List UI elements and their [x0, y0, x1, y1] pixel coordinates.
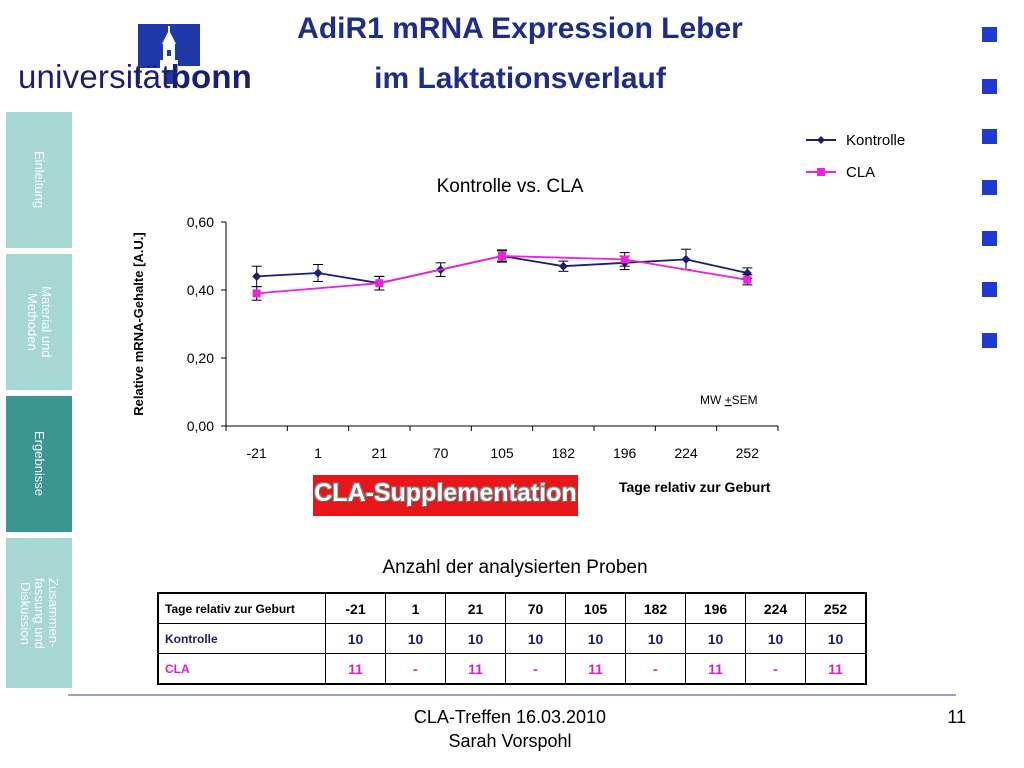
table-cell: 10: [565, 623, 626, 654]
nav-tab-label: Einleitung: [32, 151, 47, 209]
decorative-square-icon: [982, 333, 997, 348]
line-chart: Kontrolle vs. CLA Relative mRNA-Gehalte […: [131, 132, 905, 461]
table-cell: 11: [445, 653, 506, 685]
y-tick-label: 0,00: [187, 418, 214, 434]
table-cell: 10: [745, 623, 806, 654]
table-cell: -: [745, 653, 806, 685]
legend-marker-kontrolle: [817, 136, 825, 144]
legend-label-cla: CLA: [846, 164, 875, 181]
x-tick-label: 224: [674, 445, 698, 461]
chart-title: Kontrolle vs. CLA: [437, 176, 584, 197]
slide-title-line1: AdiR1 mRNA Expression Leber: [297, 12, 743, 45]
table-row-kontrolle: Kontrolle 10 10 10 10 10 10 10 10 10: [157, 623, 867, 654]
data-point-kontrolle: [742, 268, 752, 278]
table-day-cell: 196: [685, 592, 746, 624]
x-tick-label: 70: [433, 445, 449, 461]
university-logo-text: universitätbonn: [18, 58, 252, 96]
table-cell: 10: [505, 623, 566, 654]
nav-tab-label: Material und Methoden: [25, 286, 54, 358]
x-tick-label: 21: [372, 445, 388, 461]
x-tick-label: 196: [613, 445, 637, 461]
data-point-cla: [498, 252, 506, 260]
table-cell: 10: [325, 623, 386, 654]
table-row-label: CLA: [157, 653, 326, 685]
table-cell: 10: [685, 623, 746, 654]
nav-tab-label: Zusammen- fassung und Diskussion: [18, 577, 61, 649]
decorative-square-icon: [982, 180, 997, 195]
x-tick-label: 182: [552, 445, 576, 461]
footer-author: Sarah Vorspohl: [448, 731, 572, 751]
table-cell: 10: [445, 623, 506, 654]
footer-event: CLA-Treffen 16.03.2010: [413, 707, 607, 727]
data-point-cla: [743, 275, 752, 284]
x-tick-label: 1: [314, 445, 322, 461]
x-tick-label: 105: [490, 445, 514, 461]
x-tick-label: -21: [247, 445, 267, 461]
decorative-square-icon: [982, 79, 997, 94]
table-cell: 10: [625, 623, 686, 654]
table-row-label: Kontrolle: [157, 623, 326, 654]
legend-label-kontrolle: Kontrolle: [846, 132, 905, 149]
samples-table-title: Anzahl der analysierten Proben: [382, 557, 648, 578]
decorative-square-icon: [982, 231, 997, 246]
table-cell: 11: [685, 653, 746, 685]
table-day-cell: -21: [325, 592, 386, 624]
table-header-label: Tage relativ zur Geburt: [157, 592, 326, 624]
table-cell: 11: [805, 653, 867, 685]
logo-text-bold: bonn: [170, 58, 253, 95]
logo-text-regular: universität: [18, 58, 171, 95]
table-header-row: Tage relativ zur Geburt -21 1 21 70 105 …: [157, 592, 867, 624]
table-cell: 11: [565, 653, 626, 685]
table-day-cell: 21: [445, 592, 506, 624]
supplementation-banner-text: CLA-Supplementation: [314, 479, 577, 507]
table-cell: -: [385, 653, 446, 685]
table-row-cla: CLA 11 - 11 - 11 - 11 - 11: [157, 653, 867, 685]
data-point-kontrolle: [313, 268, 323, 278]
table-day-cell: 1: [385, 592, 446, 624]
nav-tab-zusammenfassung[interactable]: Zusammen- fassung und Diskussion: [6, 538, 72, 688]
decorative-square-icon: [982, 129, 997, 144]
x-tick-label: 252: [736, 445, 760, 461]
table-cell: -: [505, 653, 566, 685]
legend-marker-cla: [817, 168, 825, 176]
decorative-square-icon: [982, 27, 997, 42]
table-cell: 10: [805, 623, 867, 654]
nav-tab-einleitung[interactable]: Einleitung: [6, 112, 72, 248]
y-tick-label: 0,40: [187, 282, 214, 298]
y-tick-label: 0,60: [187, 214, 214, 230]
samples-table: Tage relativ zur Geburt -21 1 21 70 105 …: [157, 592, 867, 685]
supplementation-banner: [313, 475, 578, 516]
page-number: 11: [947, 707, 966, 727]
data-point-cla: [375, 279, 384, 288]
table-cell: -: [625, 653, 686, 685]
table-day-cell: 105: [565, 592, 626, 624]
nav-tab-ergebnisse[interactable]: Ergebnisse: [6, 396, 72, 532]
table-day-cell: 70: [505, 592, 566, 624]
table-cell: 11: [325, 653, 386, 685]
university-building-logo-icon: [138, 24, 200, 84]
side-navigation: Einleitung Material und Methoden Ergebni…: [6, 112, 72, 690]
table-cell: 10: [385, 623, 446, 654]
footer-divider: [68, 694, 956, 696]
y-tick-label: 0,20: [187, 350, 214, 366]
x-axis-label: Tage relativ zur Geburt: [619, 479, 771, 495]
table-day-cell: 182: [625, 592, 686, 624]
table-day-cell: 252: [805, 592, 867, 624]
nav-tab-label: Ergebnisse: [32, 431, 47, 497]
table-day-cell: 224: [745, 592, 806, 624]
data-point-kontrolle: [681, 254, 691, 264]
slide-title-line2: im Laktationsverlauf: [374, 62, 666, 95]
data-point-kontrolle: [252, 271, 262, 281]
sem-annotation: MW +SEM: [700, 393, 758, 407]
y-axis-label: Relative mRNA-Gehalte [A.U.]: [131, 232, 146, 415]
nav-tab-material-methoden[interactable]: Material und Methoden: [6, 254, 72, 390]
data-point-cla: [252, 289, 261, 298]
data-point-cla: [620, 255, 629, 264]
data-point-kontrolle: [558, 261, 568, 271]
decorative-square-icon: [982, 282, 997, 297]
